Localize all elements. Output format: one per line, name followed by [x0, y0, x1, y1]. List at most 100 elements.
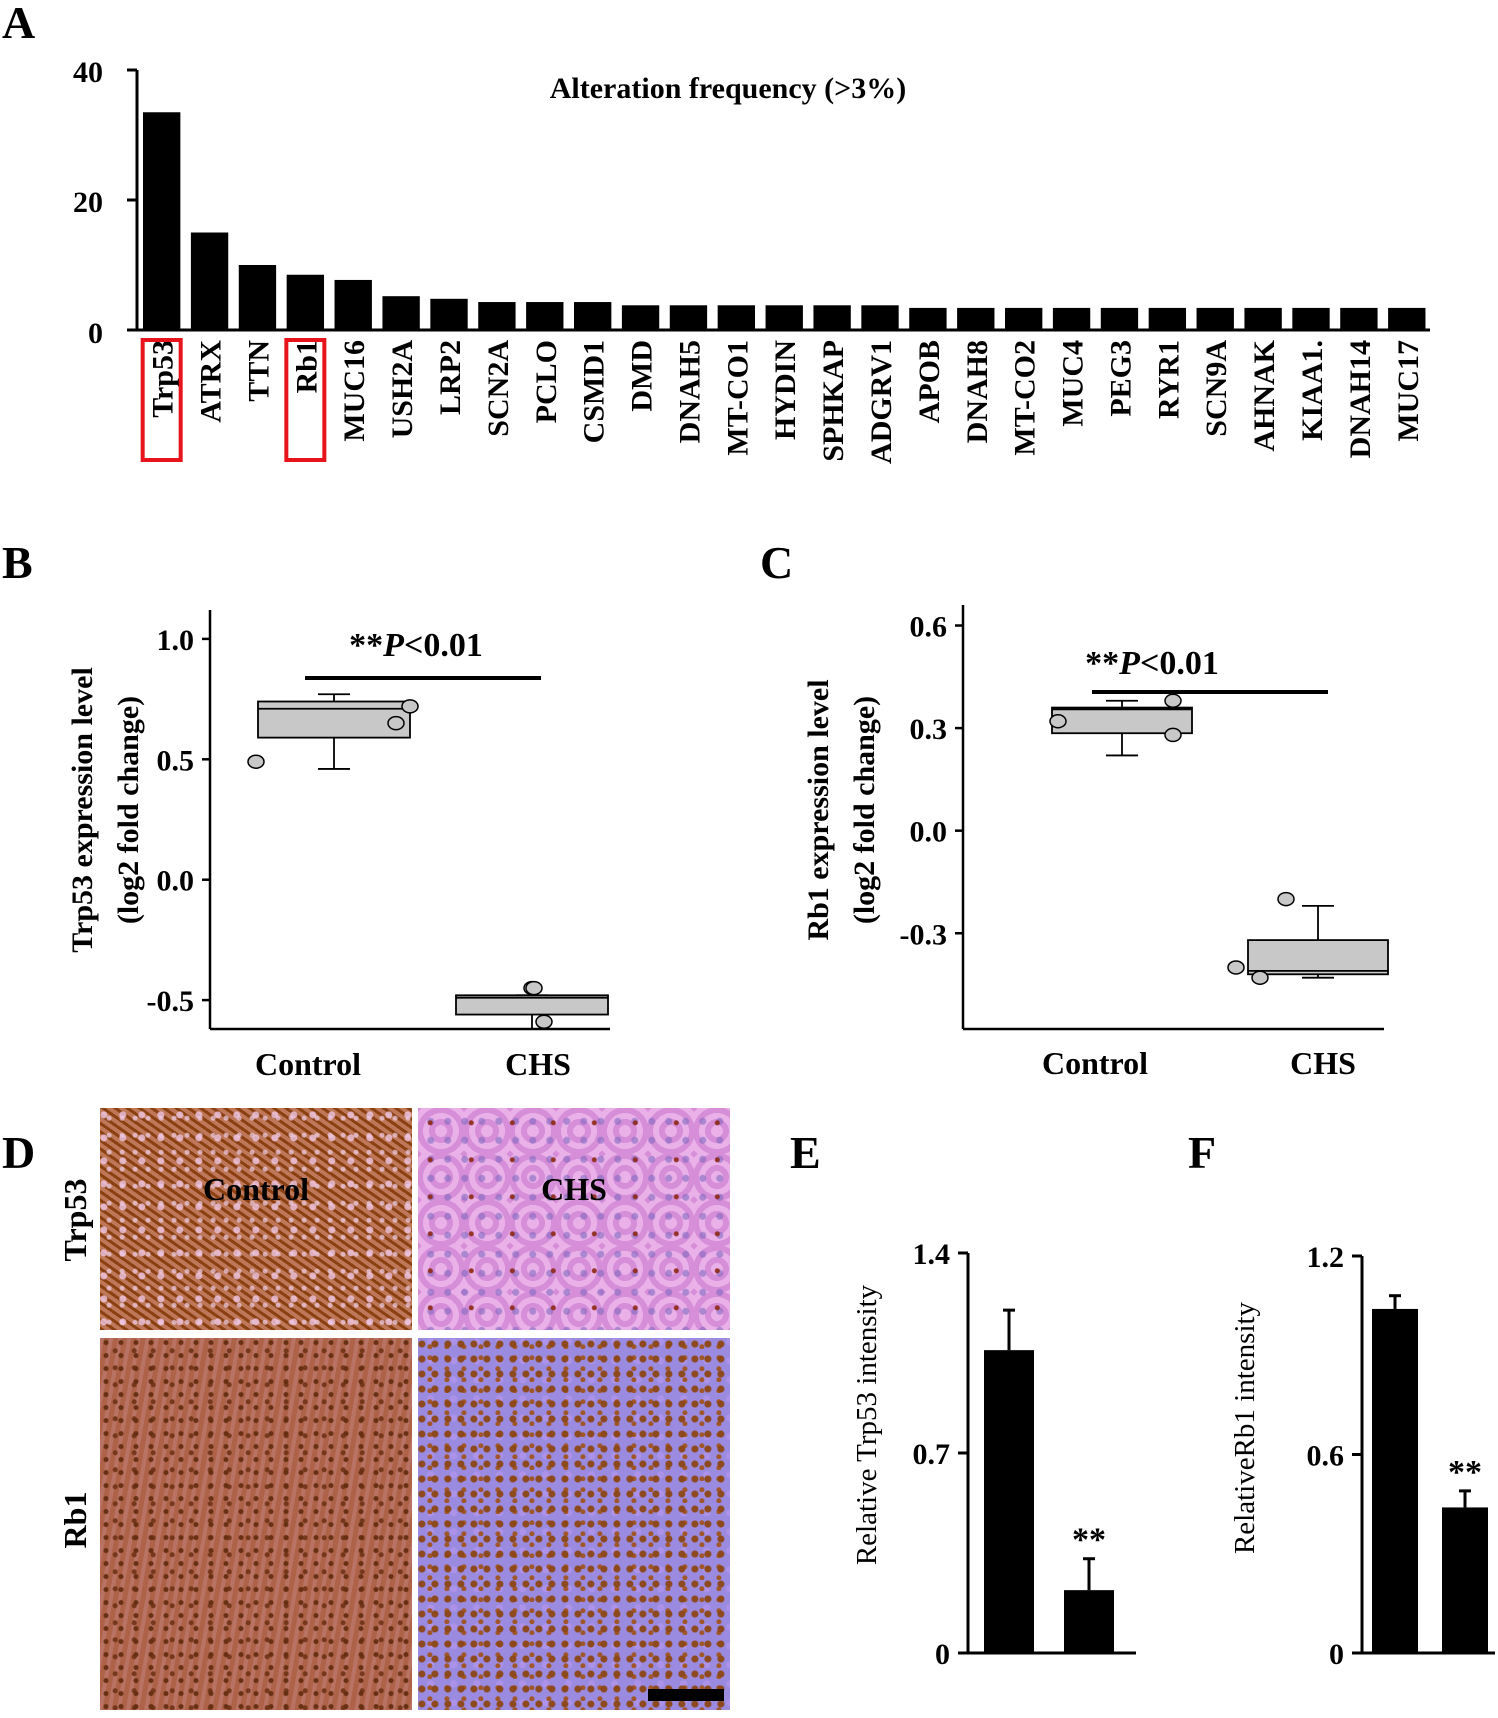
- chart-b-point-control: [401, 699, 419, 714]
- chart-a-xtick-scn9a: SCN9A: [1200, 340, 1233, 437]
- chart-a-xtick-rb1: Rb1: [290, 340, 323, 393]
- chart-e-ytick-label: 1.4: [913, 1238, 951, 1271]
- chart-c-xtick-chs: CHS: [1290, 1045, 1356, 1081]
- chart-a-xtick-csmd1: CSMD1: [578, 340, 611, 443]
- chart-c-ytick-label: 0.6: [910, 611, 948, 644]
- chart-a-bar-rb1: [286, 274, 325, 330]
- chart-a-bar-adgrv1: [861, 305, 899, 330]
- chart-c-point-control: [1164, 693, 1182, 708]
- chart-c-ytick-label: 0.0: [910, 816, 948, 849]
- panel-letter-e: E: [790, 1127, 821, 1178]
- chart-b-trp53-expression: Trp53 expression level (log2 fold change…: [66, 610, 610, 1082]
- scale-bar: [648, 1689, 724, 1701]
- panel-letter-b: B: [2, 537, 33, 588]
- chart-e-bar-chs: [1064, 1590, 1114, 1653]
- chart-b-ylabel-line2: (log2 fold change): [112, 696, 145, 924]
- chart-b-ylabel-line1: Trp53 expression level: [66, 667, 99, 953]
- chart-e-annotation-chs: **: [1072, 1522, 1106, 1559]
- chart-a-xtick-ryr1: RYR1: [1152, 340, 1185, 419]
- chart-a-bar-ush2a: [382, 296, 420, 330]
- chart-f-bar-chs: [1442, 1507, 1488, 1653]
- chart-a-ytick-40: 40: [73, 56, 103, 89]
- panel-d-row-trp53: Trp53: [57, 1179, 93, 1262]
- chart-a-xtick-lrp2: LRP2: [434, 340, 467, 415]
- chart-a-bar-muc16: [334, 279, 372, 330]
- chart-a-bar-lrp2: [430, 298, 468, 330]
- chart-f-ytick-label: 0.6: [1307, 1440, 1345, 1473]
- chart-a-bar-sphkap: [813, 305, 851, 330]
- chart-a-bar-mt-co2: [1005, 307, 1043, 330]
- chart-a-alteration-frequency: Alteration frequency (>3%) 0 20 40 Trp53…: [73, 56, 1430, 464]
- chart-a-bar-scn9a: [1196, 307, 1234, 330]
- chart-a-bar-pclo: [526, 302, 564, 330]
- chart-b-ytick-label: 0.0: [157, 865, 195, 898]
- chart-a-bar-dnah5: [669, 305, 708, 330]
- micrograph-rb1-control: [100, 1338, 412, 1710]
- chart-a-xtick-peg3: PEG3: [1104, 340, 1137, 417]
- chart-f-annotation-chs: **: [1448, 1454, 1482, 1491]
- chart-a-xtick-dnah5: DNAH5: [673, 340, 706, 443]
- chart-c-point-chs: [1227, 960, 1245, 975]
- chart-c-sig-rest: <0.01: [1140, 645, 1219, 682]
- chart-b-ytick-label: 0.5: [157, 744, 195, 777]
- chart-a-xtick-mt-co2: MT-CO2: [1009, 340, 1042, 456]
- chart-a-bar-peg3: [1100, 307, 1139, 330]
- micrograph-trp53-chs: [418, 1108, 730, 1330]
- chart-b-point-chs: [525, 980, 543, 996]
- chart-a-bar-apob: [909, 307, 947, 330]
- chart-b-ytick-label: -0.5: [147, 985, 195, 1018]
- micrograph-rb1-chs: [418, 1338, 730, 1710]
- chart-b-point-control: [247, 754, 265, 769]
- panel-d-col-control: Control: [203, 1171, 309, 1207]
- chart-a-xtick-atrx: ATRX: [195, 340, 228, 423]
- chart-a-bar-dmd: [621, 305, 660, 330]
- chart-c-box-control: [1051, 706, 1193, 735]
- chart-e-bar-control: [984, 1350, 1034, 1653]
- chart-a-xtick-mt-co1: MT-CO1: [721, 340, 754, 456]
- chart-b-sig-rest: <0.01: [404, 627, 483, 664]
- chart-b-xtick-chs: CHS: [505, 1046, 571, 1082]
- chart-a-highlight-trp53: [140, 338, 183, 462]
- chart-a-xtick-dnah8: DNAH8: [961, 340, 994, 443]
- chart-a-xtick-muc4: MUC4: [1057, 340, 1090, 427]
- chart-a-bar-kiaa1: [1292, 307, 1330, 330]
- chart-b-sig-prefix: **: [349, 627, 383, 664]
- chart-a-bar-hydin: [765, 305, 803, 330]
- chart-f-ytick-label: 0: [1329, 1638, 1344, 1671]
- chart-c-point-control: [1164, 727, 1182, 743]
- chart-a-xtick-muc16: MUC16: [338, 340, 371, 442]
- chart-a-xtick-scn2a: SCN2A: [482, 340, 515, 437]
- panel-d-col-chs: CHS: [541, 1171, 607, 1207]
- chart-a-xtick-apob: APOB: [913, 340, 946, 423]
- chart-b-sig-p: P: [382, 627, 404, 664]
- panel-d-row-rb1: Rb1: [57, 1492, 93, 1549]
- chart-a-xtick-hydin: HYDIN: [769, 340, 802, 440]
- chart-a-xtick-ush2a: USH2A: [386, 340, 419, 439]
- chart-a-xtick-ahnak: AHNAK: [1248, 339, 1281, 451]
- chart-e-trp53-intensity: Relative Trp53 intensity 0 0.7 1.4 **: [851, 1238, 1136, 1671]
- chart-f-bar-control: [1372, 1308, 1418, 1653]
- chart-f-ytick-label: 1.2: [1307, 1241, 1345, 1274]
- panel-letter-a: A: [2, 0, 35, 48]
- chart-b-sig-label: **P<0.01: [349, 627, 483, 664]
- chart-e-ytick-label: 0: [935, 1638, 950, 1671]
- chart-c-sig-prefix: **: [1085, 645, 1119, 682]
- chart-e-ytick-label: 0.7: [913, 1438, 951, 1471]
- chart-a-title: Alteration frequency (>3%): [550, 72, 906, 105]
- chart-e-ylabel: Relative Trp53 intensity: [851, 1284, 883, 1565]
- chart-a-bar-dnah8: [957, 307, 995, 330]
- chart-a-xtick-adgrv1: ADGRV1: [865, 340, 898, 464]
- chart-f-ylabel: RelativeRb1 intensity: [1229, 1301, 1261, 1554]
- chart-a-xtick-sphkap: SPHKAP: [817, 340, 850, 462]
- chart-c-sig-p: P: [1118, 645, 1140, 682]
- chart-b-ytick-label: 1.0: [157, 624, 195, 657]
- chart-b-xtick-control: Control: [255, 1046, 361, 1082]
- chart-a-bar-atrx: [190, 232, 229, 330]
- chart-c-ylabel-line1: Rb1 expression level: [802, 679, 835, 940]
- chart-c-ytick-label: -0.3: [900, 918, 948, 951]
- chart-c-ylabel-line2: (log2 fold change): [848, 696, 881, 924]
- chart-a-xtick-pclo: PCLO: [530, 340, 563, 423]
- panel-letter-d: D: [2, 1127, 35, 1178]
